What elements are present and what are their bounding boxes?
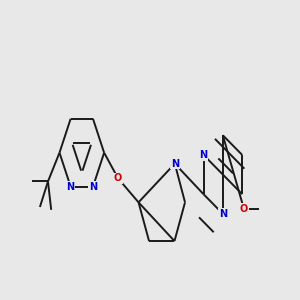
Text: O: O — [240, 204, 248, 214]
Text: N: N — [89, 182, 97, 192]
Text: N: N — [219, 209, 227, 219]
Text: O: O — [114, 173, 122, 183]
Text: N: N — [67, 182, 75, 192]
Text: N: N — [171, 159, 179, 169]
Text: N: N — [200, 150, 208, 160]
